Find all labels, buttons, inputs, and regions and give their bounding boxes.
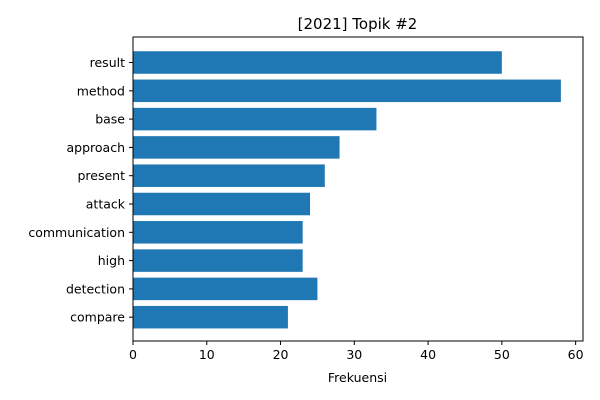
- y-tick-label: result: [90, 55, 125, 70]
- plot-frame: [132, 36, 584, 342]
- x-tick-label: 20: [273, 347, 289, 362]
- bar-base: [133, 107, 377, 131]
- bar-attack: [133, 192, 311, 216]
- chart-title: [2021] Topik #2: [298, 15, 418, 33]
- bar-high: [133, 249, 303, 272]
- bar-method: [133, 79, 561, 103]
- x-tick-label: 10: [199, 347, 215, 362]
- x-axis-title: Frekuensi: [328, 370, 387, 385]
- y-tick-label: high: [98, 253, 125, 268]
- y-tick-label: approach: [67, 140, 126, 155]
- y-tick-label: attack: [86, 197, 126, 212]
- x-tick-group: 0 10 20 30 40 50 60: [129, 341, 584, 362]
- y-tick-label: communication: [28, 225, 125, 240]
- bar-approach: [133, 136, 340, 159]
- y-tick-label: method: [77, 83, 125, 98]
- bar-compare: [133, 305, 288, 329]
- y-tick-label: detection: [66, 281, 125, 296]
- bar-detection: [133, 277, 318, 301]
- x-tick-label: 60: [568, 347, 584, 362]
- x-tick-label: 0: [129, 347, 137, 362]
- x-tick-label: 40: [420, 347, 436, 362]
- x-tick-label: 50: [494, 347, 510, 362]
- y-tick-label: base: [95, 112, 125, 127]
- bar-communication: [133, 221, 303, 244]
- bar-present: [133, 164, 325, 187]
- y-tick-label: compare: [70, 310, 125, 325]
- x-tick-label: 30: [346, 347, 362, 362]
- bar-result: [133, 51, 502, 74]
- y-tick-label: present: [77, 168, 125, 183]
- y-tick-group: result method base approach present attack com…: [28, 55, 133, 325]
- bars-group: [133, 51, 561, 329]
